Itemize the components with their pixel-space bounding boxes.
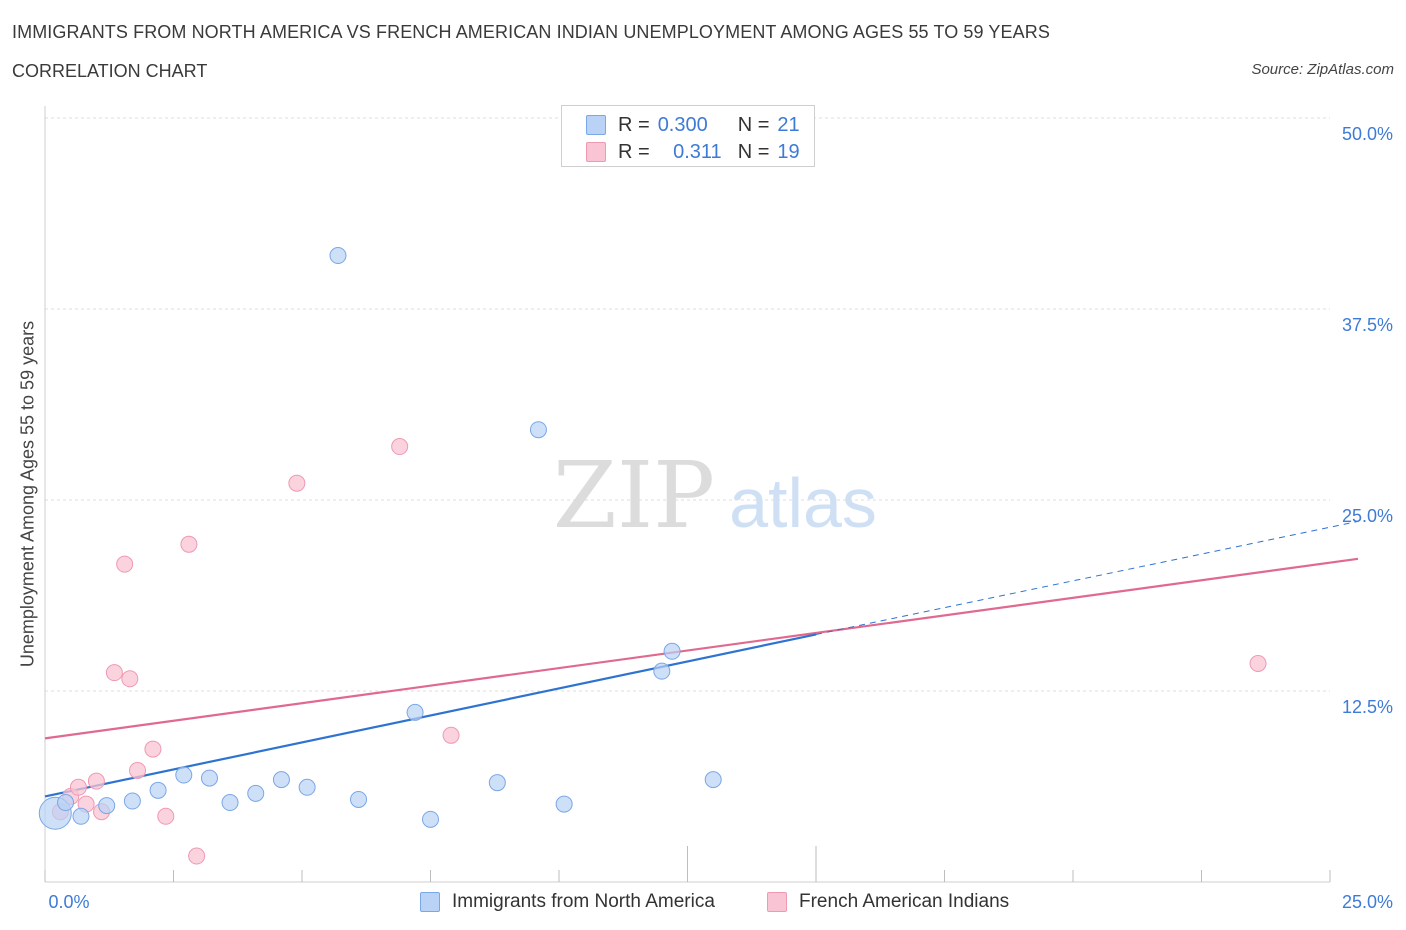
bottom-legend-immigrants: Immigrants from North America xyxy=(420,889,715,915)
trend-line-french-american-indians xyxy=(44,557,1359,740)
legend-swatch-pink xyxy=(586,142,606,162)
watermark-atlas: atlas xyxy=(729,464,877,542)
point-immigrants xyxy=(653,662,671,680)
y-tick-label: 25.0% xyxy=(1342,506,1393,526)
point-immigrants xyxy=(247,784,265,802)
point-immigrants xyxy=(663,642,681,660)
point-immigrants xyxy=(272,771,290,789)
point-immigrants xyxy=(175,766,193,784)
chart-title: IMMIGRANTS FROM NORTH AMERICA VS FRENCH … xyxy=(12,22,1050,42)
x-tick-label: 25.0% xyxy=(1342,892,1393,912)
legend-row-french: R = 0.311 N = 19 xyxy=(586,140,800,164)
point-immigrants xyxy=(72,807,90,825)
point-immigrants xyxy=(123,792,141,810)
source-label: Source: ZipAtlas.com xyxy=(1251,61,1394,78)
point-immigrants xyxy=(149,781,167,799)
point-french-american-indians xyxy=(87,772,105,790)
point-immigrants xyxy=(704,771,722,789)
trend-line-immigrants-extension xyxy=(815,520,1359,635)
point-immigrants xyxy=(555,795,573,813)
data-points xyxy=(38,247,1267,865)
point-immigrants xyxy=(329,247,347,265)
y-tick-label: 50.0% xyxy=(1342,124,1393,144)
watermark: ZIP atlas xyxy=(553,442,877,549)
bottom-legend-swatch-pink xyxy=(767,892,787,912)
y-tick-label: 12.5% xyxy=(1342,697,1393,717)
point-immigrants xyxy=(57,794,75,812)
point-french-american-indians xyxy=(129,761,147,779)
trend-line-immigrants xyxy=(44,633,817,798)
axes xyxy=(44,106,1331,883)
tick-labels: 12.5% 25.0% 37.5% 50.0% 0.0% 25.0% xyxy=(48,124,1393,912)
trend-lines xyxy=(44,520,1359,798)
point-french-american-indians xyxy=(180,535,198,553)
point-french-american-indians xyxy=(144,740,162,758)
point-french-american-indians xyxy=(1249,654,1267,672)
point-immigrants xyxy=(98,797,116,815)
legend-row-immigrants: R = 0.300 N = 21 xyxy=(586,113,800,137)
point-immigrants xyxy=(422,810,439,828)
legend-r-label: R = xyxy=(618,113,650,136)
point-french-american-indians xyxy=(157,807,175,825)
point-immigrants xyxy=(350,790,368,808)
watermark-zip: ZIP xyxy=(553,442,715,549)
legend-r-value: 0.311 xyxy=(673,140,722,163)
point-immigrants xyxy=(221,794,239,812)
point-french-american-indians xyxy=(288,474,306,492)
point-french-american-indians xyxy=(121,670,139,688)
point-immigrants xyxy=(529,421,547,439)
point-french-american-indians xyxy=(116,555,134,573)
legend-r-value: 0.300 xyxy=(657,113,708,136)
correlation-legend: R = 0.300 N = 21 R = 0.311 N = 19 xyxy=(561,105,815,167)
point-french-american-indians xyxy=(442,726,460,744)
bottom-legend-french: French American Indians xyxy=(767,889,1009,915)
point-immigrants xyxy=(298,778,316,796)
point-immigrants xyxy=(200,769,218,787)
legend-n-value: 19 xyxy=(777,140,800,163)
point-french-american-indians xyxy=(391,438,409,456)
x-tick-label: 0.0% xyxy=(48,892,89,912)
legend-n-label: N = xyxy=(737,140,770,163)
legend-r-label: R = xyxy=(618,140,650,163)
point-immigrants xyxy=(406,703,424,721)
chart-subtitle: CORRELATION CHART xyxy=(12,61,208,81)
point-french-american-indians xyxy=(188,847,206,865)
point-french-american-indians xyxy=(105,664,123,682)
bottom-legend-label: Immigrants from North America xyxy=(452,891,715,912)
legend-swatch-blue xyxy=(586,115,606,135)
point-french-american-indians xyxy=(69,778,87,796)
point-immigrants xyxy=(488,774,506,792)
y-tick-label: 37.5% xyxy=(1342,315,1393,335)
legend-n-label: N = xyxy=(737,113,770,136)
bottom-legend-swatch-blue xyxy=(420,892,440,912)
bottom-legend-label: French American Indians xyxy=(799,891,1010,912)
grid-lines xyxy=(45,117,1330,692)
legend-n-value: 21 xyxy=(777,113,800,136)
